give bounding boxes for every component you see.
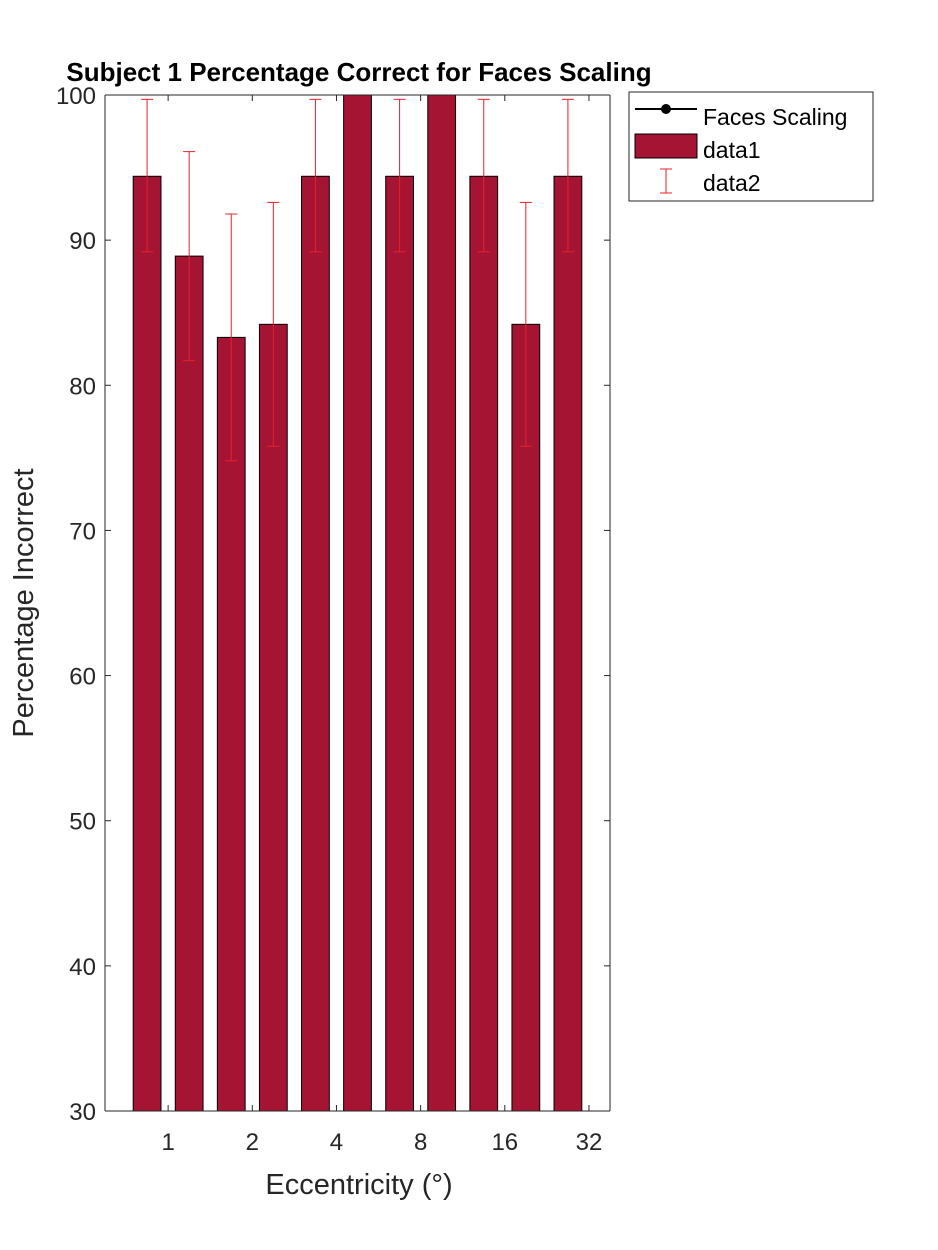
x-axis-label: Eccentricity (°) — [265, 1169, 452, 1201]
bar — [132, 175, 162, 1112]
bar — [469, 175, 499, 1112]
x-tick-label: 1 — [161, 1129, 174, 1156]
y-tick-label: 60 — [69, 664, 96, 691]
x-tick-label: 32 — [576, 1129, 603, 1156]
legend: Faces Scaling data1 data2 — [628, 91, 874, 202]
y-tick-label: 40 — [69, 954, 96, 981]
y-tick-label: 100 — [56, 83, 96, 110]
y-axis-ticks: 30 40 50 60 70 80 90 100 — [56, 83, 610, 1126]
x-axis-ticks: 1 2 4 8 16 32 — [161, 95, 602, 1156]
y-axis-label: Percentage Incorrect — [8, 468, 40, 737]
bars — [132, 94, 583, 1112]
x-tick-label: 8 — [414, 1129, 427, 1156]
legend-bar-swatch — [634, 133, 698, 159]
legend-label-data1: data1 — [703, 137, 761, 163]
x-tick-label: 4 — [330, 1129, 343, 1156]
y-tick-label: 50 — [69, 809, 96, 836]
chart-title: Subject 1 Percentage Correct for Faces S… — [66, 57, 651, 87]
legend-label-faces-scaling: Faces Scaling — [703, 104, 847, 130]
axes — [104, 94, 611, 1112]
legend-label-data2: data2 — [703, 170, 761, 196]
bar — [427, 94, 457, 1112]
bar — [343, 94, 372, 1112]
legend-marker-swatch — [661, 104, 671, 114]
y-tick-label: 70 — [69, 518, 96, 545]
bar — [301, 175, 330, 1112]
bar — [385, 175, 414, 1112]
y-tick-label: 90 — [69, 228, 96, 255]
x-tick-label: 2 — [246, 1129, 259, 1156]
legend-entry-faces-scaling: Faces Scaling — [635, 104, 847, 130]
bar — [553, 175, 583, 1112]
x-tick-label: 16 — [491, 1129, 518, 1156]
y-tick-label: 80 — [69, 373, 96, 400]
legend-entry-data1: data1 — [634, 133, 761, 163]
bar — [216, 336, 246, 1112]
error-bars — [141, 98, 574, 462]
y-tick-label: 30 — [69, 1099, 96, 1126]
legend-entry-data2: data2 — [660, 168, 761, 196]
bar — [174, 255, 204, 1112]
